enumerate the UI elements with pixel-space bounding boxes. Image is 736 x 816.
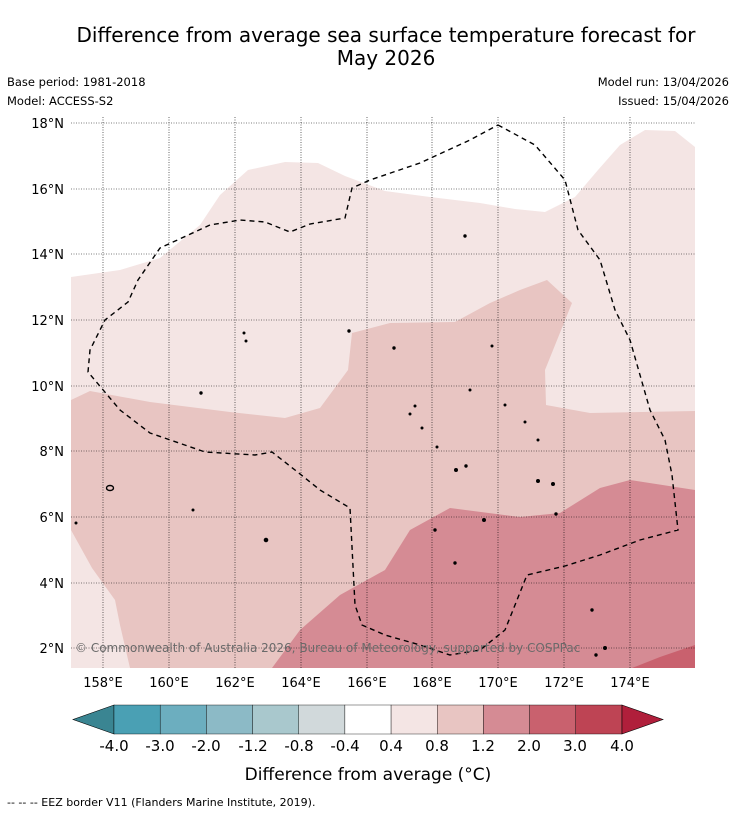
colorbar-segment	[575, 704, 623, 735]
colorbar-segment	[483, 704, 530, 735]
island-dot	[594, 653, 598, 657]
island-dot	[490, 344, 494, 348]
island-dot	[263, 537, 269, 543]
island-dot	[536, 479, 540, 483]
lon-label: 172°E	[544, 676, 584, 691]
issued-text: Issued: 15/04/2026	[618, 94, 729, 108]
anomaly-fill-layer	[71, 117, 695, 668]
colorbar-segment	[390, 704, 438, 735]
island-dot	[392, 346, 396, 350]
longitude-labels: 158°E 160°E 162°E 164°E 166°E 168°E 170°…	[83, 676, 650, 691]
island-markers	[74, 234, 607, 657]
island-outline	[105, 484, 115, 492]
lon-label: 166°E	[347, 676, 387, 691]
colorbar-tick-label: 2.0	[517, 737, 541, 755]
lon-label: 160°E	[149, 676, 189, 691]
lat-label: 8°N	[40, 445, 65, 460]
colorbar-tick-label: 0.8	[425, 737, 449, 755]
colorbar-tick-label: -2.0	[191, 737, 220, 755]
colorbar-tick-label: 1.2	[471, 737, 495, 755]
colorbar-segment	[206, 704, 253, 735]
island-dot	[433, 528, 437, 532]
colorbar-segment	[298, 704, 346, 735]
island-dot	[74, 521, 78, 525]
model-text: Model: ACCESS-S2	[7, 94, 114, 108]
lon-label: 158°E	[83, 676, 123, 691]
colorbar-tick-label: -1.2	[238, 737, 267, 755]
eez-border-line	[87, 124, 679, 656]
island-dot	[191, 508, 195, 512]
island-dot	[453, 561, 457, 565]
colorbar-over-arrow	[621, 704, 664, 735]
island-dot	[551, 482, 555, 486]
lat-label: 18°N	[31, 117, 64, 132]
colorbar-segment	[159, 704, 207, 735]
colorbar-segment	[252, 704, 299, 735]
eez-legend-note: -- -- -- EEZ border V11 (Flanders Marine…	[7, 796, 316, 809]
colorbar-tick-label: -0.4	[330, 737, 359, 755]
island-dot	[347, 329, 351, 333]
colorbar-segment	[529, 704, 576, 735]
colorbar-tick-label: -0.8	[284, 737, 313, 755]
island-dot	[463, 234, 467, 238]
lat-label: 4°N	[40, 577, 65, 592]
colorbar-tick-label: -3.0	[145, 737, 174, 755]
island-dot	[503, 403, 507, 407]
island-dot	[244, 339, 248, 343]
lon-label: 162°E	[215, 676, 255, 691]
anomaly-band-2.0-3.0	[632, 645, 695, 668]
colorbar-tick-label: 4.0	[610, 737, 634, 755]
island-dot	[435, 445, 439, 449]
anomaly-band-0.4-north-edge	[71, 117, 695, 277]
colorbar-tick-label: -4.0	[99, 737, 128, 755]
anomaly-band-1.2-2.0	[272, 480, 695, 668]
colorbar-tick-labels: -4.0 -3.0 -2.0 -1.2 -0.8 -0.4 0.4 0.8 1.…	[99, 737, 634, 755]
island-dot	[242, 331, 246, 335]
colorbar-segment	[113, 704, 161, 735]
colorbar-under-arrow	[72, 704, 115, 735]
map-title-line-1: Difference from average sea surface temp…	[76, 23, 696, 47]
lat-label: 6°N	[40, 511, 65, 526]
island-dot	[454, 468, 458, 472]
lon-label: 174°E	[610, 676, 650, 691]
colorbar-segment	[344, 704, 392, 735]
island-dot	[464, 464, 468, 468]
island-dot	[482, 518, 486, 522]
colorbar-segment	[437, 704, 484, 735]
lat-label: 2°N	[40, 642, 65, 657]
meta-right: Model run: 13/04/2026 Issued: 15/04/2026	[598, 73, 729, 111]
colorbar-tick-label: 0.4	[379, 737, 403, 755]
model-run-text: Model run: 13/04/2026	[597, 75, 729, 89]
island-dot	[536, 438, 540, 442]
lon-label: 164°E	[281, 676, 321, 691]
lat-label: 16°N	[31, 183, 64, 198]
lat-label: 12°N	[31, 314, 64, 329]
lon-label: 168°E	[412, 676, 452, 691]
map-title-line-2: May 2026	[336, 46, 436, 70]
island-dot	[603, 646, 607, 650]
map-gridlines	[71, 117, 695, 668]
base-period-text: Base period: 1981-2018	[7, 75, 146, 89]
island-dot	[413, 404, 417, 408]
island-dot	[590, 608, 594, 612]
island-dot	[523, 420, 527, 424]
colorbar-tick-label: 3.0	[563, 737, 587, 755]
copyright-watermark: © Commonwealth of Australia 2026, Bureau…	[75, 641, 580, 655]
island-dot	[408, 412, 412, 416]
island-dot	[554, 512, 558, 516]
colorbar	[72, 704, 664, 735]
lat-label: 14°N	[31, 248, 64, 263]
meta-left: Base period: 1981-2018 Model: ACCESS-S2	[7, 73, 146, 111]
island-dot	[420, 426, 424, 430]
colorbar-title: Difference from average (°C)	[245, 765, 492, 785]
island-dot	[199, 391, 203, 395]
lat-label: 10°N	[31, 380, 64, 395]
lon-label: 170°E	[478, 676, 518, 691]
latitude-labels: 18°N 16°N 14°N 12°N 10°N 8°N 6°N 4°N 2°N	[31, 117, 64, 657]
island-dot	[468, 388, 472, 392]
